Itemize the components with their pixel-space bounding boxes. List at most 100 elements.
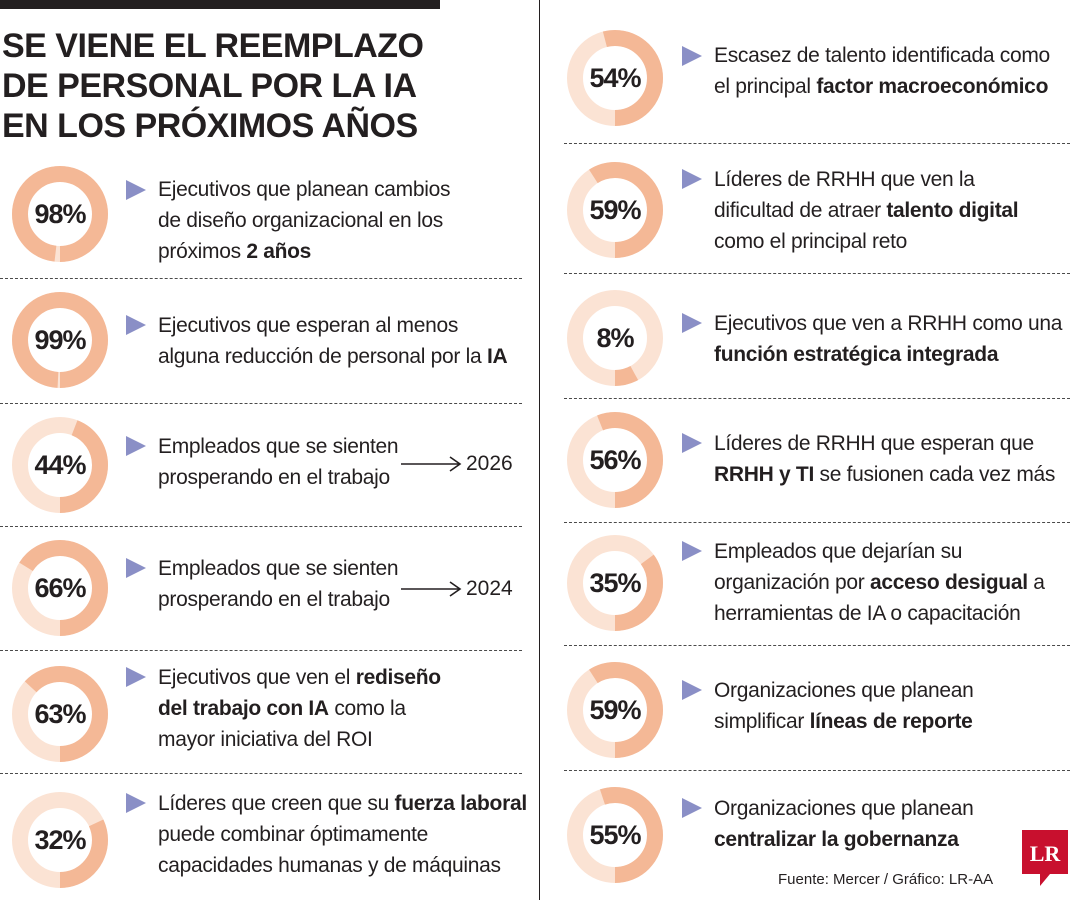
description-emphasis: centralizar la gobernanza [714,828,959,851]
description-text: Empleados que se sienten [158,435,399,458]
description-text: como el principal reto [714,230,907,253]
row-separator [0,278,522,279]
donut-value-arc [12,292,108,388]
arrow-right-icon [401,581,462,597]
donut-chart: 99% [10,290,110,390]
donut-chart: 8% [565,288,665,388]
donut-chart: 44% [10,415,110,515]
donut-chart: 59% [565,160,665,260]
percentage-label: 59% [589,694,641,725]
infographic-title: SE VIENE EL REEMPLAZO DE PERSONAL POR LA… [2,26,472,146]
percentage-label: 59% [589,194,641,225]
donut-svg [12,417,108,513]
description-text: mayor iniciativa del ROI [158,728,373,751]
description-text: capacidades humanas y de máquinas [158,854,501,877]
donut-value-arc [567,412,663,508]
donut-svg [12,666,108,762]
donut-svg [567,535,663,631]
donut-value-arc [567,535,663,631]
donut-value-arc [567,787,663,883]
donut-svg [567,30,663,126]
percentage-label: 55% [589,819,641,850]
percentage-label: 56% [589,444,641,475]
description-text: simplificar [714,710,810,733]
stat-description: Líderes de RRHH que ven la dificultad de … [714,164,1019,257]
bullet-triangle-icon [126,315,146,335]
source-note: Fuente: Mercer / Gráfico: LR-AA [778,871,994,888]
donut-value-arc [567,290,663,386]
description-emphasis: IA [486,345,508,368]
description-emphasis: rediseño [355,666,441,689]
donut-chart: 98% [10,164,110,264]
stat-description: Ejecutivos que ven el rediseño del trabaj… [158,662,441,755]
donut-svg [567,787,663,883]
row-separator [0,526,522,527]
bullet-triangle-icon [682,46,702,66]
donut-chart: 32% [10,790,110,890]
description-text: organización por [714,571,870,594]
donut-chart: 59% [565,660,665,760]
bullet-triangle-icon [682,680,702,700]
stat-description: Líderes de RRHH que esperan que RRHH y TI… [714,428,1055,490]
lr-logo: LR [1022,830,1068,886]
arrow-right-icon [401,456,462,472]
bullet-triangle-icon [126,558,146,578]
description-emphasis: del trabajo con IA [158,697,329,720]
donut-value-arc [12,792,108,888]
donut-chart: 54% [565,28,665,128]
donut-value-arc [12,166,108,262]
top-rule [0,0,440,9]
year-label: 2024 [466,577,513,600]
title-line: SE VIENE EL REEMPLAZO [2,27,424,65]
donut-svg [567,162,663,258]
title-line: DE PERSONAL POR LA IA [2,67,417,105]
row-separator [564,522,1070,523]
description-text: Escasez de talento identificada como [714,44,1050,67]
description-text: puede combinar óptimamente [158,823,429,846]
description-emphasis: talento digital [886,199,1019,222]
percentage-label: 98% [34,198,86,229]
donut-value-arc [12,417,108,513]
description-text: prosperando en el trabajo [158,588,390,611]
donut-svg [567,290,663,386]
row-separator [564,143,1070,144]
description-text: Empleados que dejarían su [714,540,963,563]
year-indicator: 2026 [400,452,513,476]
description-text: Ejecutivos que ven a RRHH como una [714,312,1063,335]
percentage-label: 99% [34,324,86,355]
donut-svg [12,166,108,262]
donut-value-arc [12,666,108,762]
description-emphasis: fuerza laboral [394,792,528,815]
bullet-triangle-icon [682,798,702,818]
description-emphasis: acceso desigual [870,571,1028,594]
logo-text: LR [1030,841,1062,866]
donut-value-arc [12,540,108,636]
year-indicator: 2024 [400,577,513,601]
description-emphasis: líneas de reporte [809,710,973,733]
description-emphasis: factor macroeconómico [816,75,1049,98]
donut-svg [12,792,108,888]
bullet-triangle-icon [682,541,702,561]
percentage-label: 44% [34,449,86,480]
percentage-label: 8% [596,322,634,353]
description-text: el principal [714,75,817,98]
row-separator [0,650,522,651]
description-text: a [1027,571,1045,594]
donut-chart: 66% [10,538,110,638]
percentage-label: 32% [34,824,86,855]
donut-svg [12,292,108,388]
description-text: como la [328,697,406,720]
stat-description: Organizaciones que planean simplificar lí… [714,675,974,737]
description-text: Organizaciones que planean [714,797,974,820]
stat-description: Empleados que se sienten prosperando en e… [158,431,399,493]
stat-description: Escasez de talento identificada como el p… [714,40,1050,102]
donut-svg [567,412,663,508]
donut-svg [12,540,108,636]
stat-description: Empleados que se sienten prosperando en e… [158,553,399,615]
row-separator [564,273,1070,274]
description-text: Empleados que se sienten [158,557,399,580]
year-label: 2026 [466,452,513,475]
description-text: se fusionen cada vez más [813,463,1056,486]
description-text: Ejecutivos que ven el [158,666,356,689]
row-separator [564,398,1070,399]
